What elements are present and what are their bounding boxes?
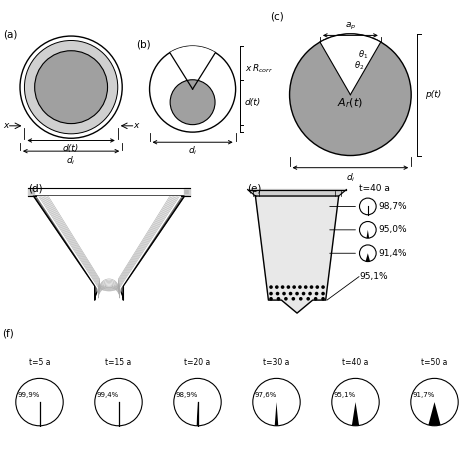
- Text: $\theta_1$: $\theta_1$: [357, 49, 368, 61]
- Text: 95,1%: 95,1%: [333, 392, 356, 398]
- Circle shape: [411, 378, 458, 426]
- Text: d(t): d(t): [63, 144, 79, 153]
- Circle shape: [282, 292, 286, 295]
- Text: (b): (b): [136, 40, 150, 50]
- Circle shape: [321, 297, 325, 301]
- Text: $a_p$: $a_p$: [345, 21, 356, 32]
- Text: 95,0%: 95,0%: [379, 226, 407, 235]
- Text: $d_i$: $d_i$: [188, 145, 197, 157]
- Text: t=15 a: t=15 a: [105, 358, 132, 367]
- Text: t=40 a: t=40 a: [359, 184, 391, 193]
- Circle shape: [302, 292, 305, 295]
- Polygon shape: [255, 196, 339, 313]
- Text: p(t): p(t): [425, 90, 441, 99]
- Wedge shape: [366, 230, 369, 238]
- Wedge shape: [352, 402, 359, 426]
- Text: 99,9%: 99,9%: [18, 392, 40, 398]
- Circle shape: [314, 297, 318, 301]
- Text: d(t): d(t): [245, 98, 261, 107]
- Text: (d): (d): [28, 183, 43, 193]
- Circle shape: [269, 285, 273, 289]
- Text: 98,7%: 98,7%: [379, 202, 407, 211]
- Circle shape: [316, 285, 319, 289]
- Text: 97,6%: 97,6%: [255, 392, 277, 398]
- Circle shape: [277, 297, 280, 301]
- Text: $A_r(t)$: $A_r(t)$: [337, 96, 363, 110]
- Wedge shape: [275, 402, 278, 426]
- Circle shape: [299, 297, 302, 301]
- Polygon shape: [34, 196, 184, 300]
- Circle shape: [281, 285, 284, 289]
- Circle shape: [306, 297, 310, 301]
- Polygon shape: [37, 197, 181, 299]
- Circle shape: [170, 80, 215, 124]
- Circle shape: [308, 292, 312, 295]
- Text: 98,9%: 98,9%: [175, 392, 198, 398]
- Text: (e): (e): [247, 183, 262, 193]
- Polygon shape: [247, 189, 346, 196]
- Text: $d_i$: $d_i$: [346, 171, 355, 184]
- Text: t=30 a: t=30 a: [264, 358, 290, 367]
- Circle shape: [150, 46, 236, 132]
- Text: (f): (f): [2, 328, 14, 339]
- Text: 91,4%: 91,4%: [379, 249, 407, 258]
- Circle shape: [310, 285, 313, 289]
- Text: x: x: [3, 121, 9, 130]
- Circle shape: [95, 378, 142, 426]
- Text: 91,7%: 91,7%: [412, 392, 435, 398]
- Wedge shape: [428, 402, 441, 426]
- Text: (c): (c): [270, 12, 284, 22]
- Circle shape: [269, 297, 273, 301]
- Text: 99,4%: 99,4%: [96, 392, 118, 398]
- Text: t=50 a: t=50 a: [421, 358, 447, 367]
- Text: t=20 a: t=20 a: [184, 358, 210, 367]
- Text: $\theta_2$: $\theta_2$: [354, 60, 365, 72]
- Circle shape: [321, 285, 325, 289]
- Polygon shape: [197, 402, 198, 426]
- Circle shape: [269, 292, 273, 295]
- Text: $d_i$: $d_i$: [66, 154, 76, 167]
- Text: t=40 a: t=40 a: [342, 358, 369, 367]
- Text: $x\,R_{corr}$: $x\,R_{corr}$: [245, 62, 273, 75]
- Circle shape: [359, 198, 376, 215]
- Polygon shape: [28, 188, 190, 196]
- Circle shape: [253, 378, 300, 426]
- Circle shape: [35, 51, 108, 124]
- Circle shape: [304, 285, 308, 289]
- Text: (a): (a): [3, 29, 18, 39]
- Circle shape: [332, 378, 379, 426]
- Circle shape: [292, 297, 295, 301]
- Circle shape: [298, 285, 302, 289]
- Text: x: x: [133, 121, 138, 130]
- Circle shape: [359, 221, 376, 238]
- Circle shape: [359, 245, 376, 262]
- Circle shape: [287, 285, 290, 289]
- Circle shape: [25, 41, 118, 134]
- Circle shape: [20, 36, 122, 138]
- Circle shape: [289, 292, 292, 295]
- Circle shape: [290, 34, 411, 156]
- Circle shape: [284, 297, 288, 301]
- Wedge shape: [365, 253, 370, 262]
- Circle shape: [174, 378, 221, 426]
- Circle shape: [315, 292, 319, 295]
- Wedge shape: [320, 34, 381, 95]
- Circle shape: [321, 292, 325, 295]
- Wedge shape: [170, 46, 215, 89]
- Text: t=5 a: t=5 a: [29, 358, 50, 367]
- Circle shape: [292, 285, 296, 289]
- Circle shape: [275, 285, 279, 289]
- Circle shape: [16, 378, 63, 426]
- Circle shape: [295, 292, 299, 295]
- Text: 95,1%: 95,1%: [359, 272, 388, 281]
- Circle shape: [276, 292, 279, 295]
